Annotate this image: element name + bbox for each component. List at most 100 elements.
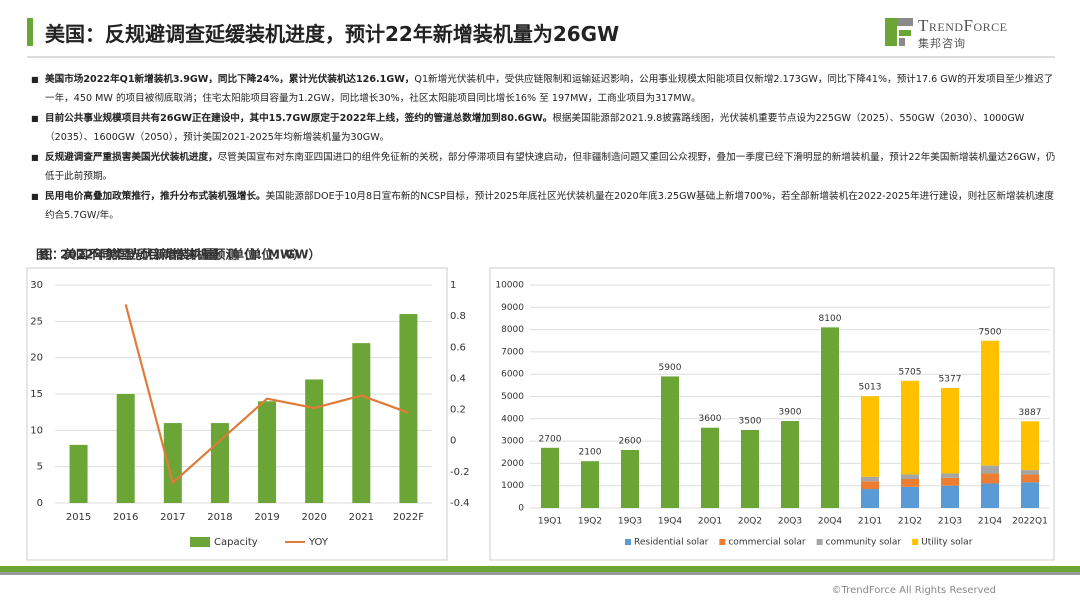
bullet-lead: 美国市场2022年Q1新增装机3.9GW，同比下降24%，累计光伏装机达126.… xyxy=(45,74,415,85)
bullet: 反规避调查严重损害美国光伏装机进度，尽管美国宣布对东南亚四国进口的组件免征新的关… xyxy=(31,148,1060,186)
x-tick-label: 21Q2 xyxy=(898,517,922,527)
y2-tick-label: 0.2 xyxy=(450,405,466,416)
value-label: 8100 xyxy=(819,314,842,324)
value-label: 2100 xyxy=(579,448,602,458)
x-tick-label: 2019 xyxy=(254,512,279,523)
y-tick-label: 9000 xyxy=(501,303,524,313)
bar-segment xyxy=(781,421,799,508)
legend-label: community solar xyxy=(826,538,902,548)
y-tick-label: 6000 xyxy=(501,370,524,380)
bar-segment xyxy=(981,483,999,508)
logo-sub: 集邦咨询 xyxy=(918,37,966,50)
y-tick-label: 30 xyxy=(30,280,43,291)
logo-name: TrendForce xyxy=(918,16,1008,35)
chart-title: 图：2022年美国光伏新增装机量预测（单位：GW） xyxy=(36,247,321,262)
value-label: 2700 xyxy=(539,434,562,444)
bar-segment xyxy=(661,376,679,508)
y2-tick-label: 0.8 xyxy=(450,311,466,322)
y-tick-label: 5000 xyxy=(501,392,524,402)
bar xyxy=(210,423,229,503)
x-tick-label: 19Q2 xyxy=(578,517,602,527)
x-tick-label: 2016 xyxy=(113,512,138,523)
y-tick-label: 5 xyxy=(37,462,43,473)
bullet: 民用电价高叠加政策推行，推升分布式装机强增长。美国能源部DOE于10月8日宣布新… xyxy=(31,187,1060,225)
y-tick-label: 3000 xyxy=(501,437,524,447)
x-tick-label: 21Q1 xyxy=(858,517,882,527)
x-tick-label: 19Q3 xyxy=(618,517,642,527)
y-tick-label: 10000 xyxy=(495,281,524,291)
bar-segment xyxy=(941,473,959,478)
bar-segment xyxy=(861,476,879,482)
y2-tick-label: -0.2 xyxy=(450,467,470,478)
value-label: 5013 xyxy=(859,383,882,393)
bar-segment xyxy=(981,473,999,484)
y-tick-label: 0 xyxy=(518,504,524,514)
bar xyxy=(258,401,277,503)
bullet-list: 美国市场2022年Q1新增装机3.9GW，同比下降24%，累计光伏装机达126.… xyxy=(31,70,1060,226)
y-tick-label: 8000 xyxy=(501,325,524,335)
bar-segment xyxy=(941,388,959,474)
legend-swatch xyxy=(190,537,210,547)
bar-segment xyxy=(541,447,559,508)
bar xyxy=(163,423,182,503)
bar-segment xyxy=(901,486,919,508)
y-tick-label: 10 xyxy=(30,425,43,436)
x-tick-label: 2015 xyxy=(66,512,91,523)
value-label: 5705 xyxy=(899,367,922,377)
bar-segment xyxy=(901,380,919,475)
y-tick-label: 2000 xyxy=(501,459,524,469)
legend-label: Utility solar xyxy=(921,538,973,548)
y-tick-label: 7000 xyxy=(501,347,524,357)
x-tick-label: 21Q3 xyxy=(938,517,962,527)
bar-segment xyxy=(621,450,639,508)
x-tick-label: 20Q3 xyxy=(778,517,802,527)
legend-swatch xyxy=(719,539,726,545)
legend-label: commercial solar xyxy=(728,538,806,548)
value-label: 3500 xyxy=(739,416,762,426)
x-tick-label: 19Q4 xyxy=(658,517,683,527)
bar-segment xyxy=(821,327,839,508)
bar-segment xyxy=(581,461,599,508)
bar xyxy=(352,343,371,503)
bullet-lead: 民用电价高叠加政策推行，推升分布式装机强增长。 xyxy=(45,191,266,202)
bullet-lead: 目前公共事业规模项目共有26GW正在建设中，其中15.7GW原定于2022年上线… xyxy=(45,113,553,124)
x-tick-label: 20Q1 xyxy=(698,517,722,527)
bar-segment xyxy=(861,396,879,477)
bar-segment xyxy=(701,427,719,508)
y2-tick-label: 1 xyxy=(450,280,456,291)
x-tick-label: 19Q1 xyxy=(538,517,562,527)
legend-swatch xyxy=(625,539,631,545)
bar-segment xyxy=(941,485,959,508)
bar-segment xyxy=(1021,470,1039,475)
bar-segment xyxy=(1021,421,1039,471)
legend-label: Capacity xyxy=(214,537,258,548)
bullet: 目前公共事业规模项目共有26GW正在建设中，其中15.7GW原定于2022年上线… xyxy=(31,109,1060,147)
y-tick-label: 15 xyxy=(30,389,43,400)
x-tick-label: 20Q4 xyxy=(818,517,843,527)
bar-segment xyxy=(981,340,999,466)
value-label: 3900 xyxy=(779,408,802,418)
bar-segment xyxy=(861,481,879,490)
x-tick-label: 2022Q1 xyxy=(1012,517,1048,527)
legend-swatch xyxy=(816,539,823,545)
chart-frame xyxy=(489,267,1055,561)
bullet-text: 尽管美国宣布对东南亚四国进口的组件免征新的关税，部分停滞项目有望快速启动，但非疆… xyxy=(45,152,1056,182)
value-label: 5900 xyxy=(659,363,682,373)
x-tick-label: 2020 xyxy=(301,512,326,523)
y-tick-label: 25 xyxy=(30,316,43,327)
bar-segment xyxy=(861,489,879,508)
bar xyxy=(116,394,135,503)
y-tick-label: 20 xyxy=(30,353,43,364)
footer: ©TrendForce All Rights Reserved xyxy=(831,585,996,596)
x-tick-label: 2022F xyxy=(393,512,424,523)
y-tick-label: 4000 xyxy=(501,414,524,424)
bullet-lead: 反规避调查严重损害美国光伏装机进度， xyxy=(45,152,218,163)
bar-segment xyxy=(1021,474,1039,483)
bullet-text: Q1新增光伏装机中，受供应链限制和运输延迟影响，公用事业规模太阳能项目仅新增2.… xyxy=(45,74,1054,104)
value-label: 5377 xyxy=(939,375,962,385)
legend-label: YOY xyxy=(308,537,329,548)
y2-tick-label: 0.6 xyxy=(450,342,466,353)
bar-segment xyxy=(981,465,999,474)
